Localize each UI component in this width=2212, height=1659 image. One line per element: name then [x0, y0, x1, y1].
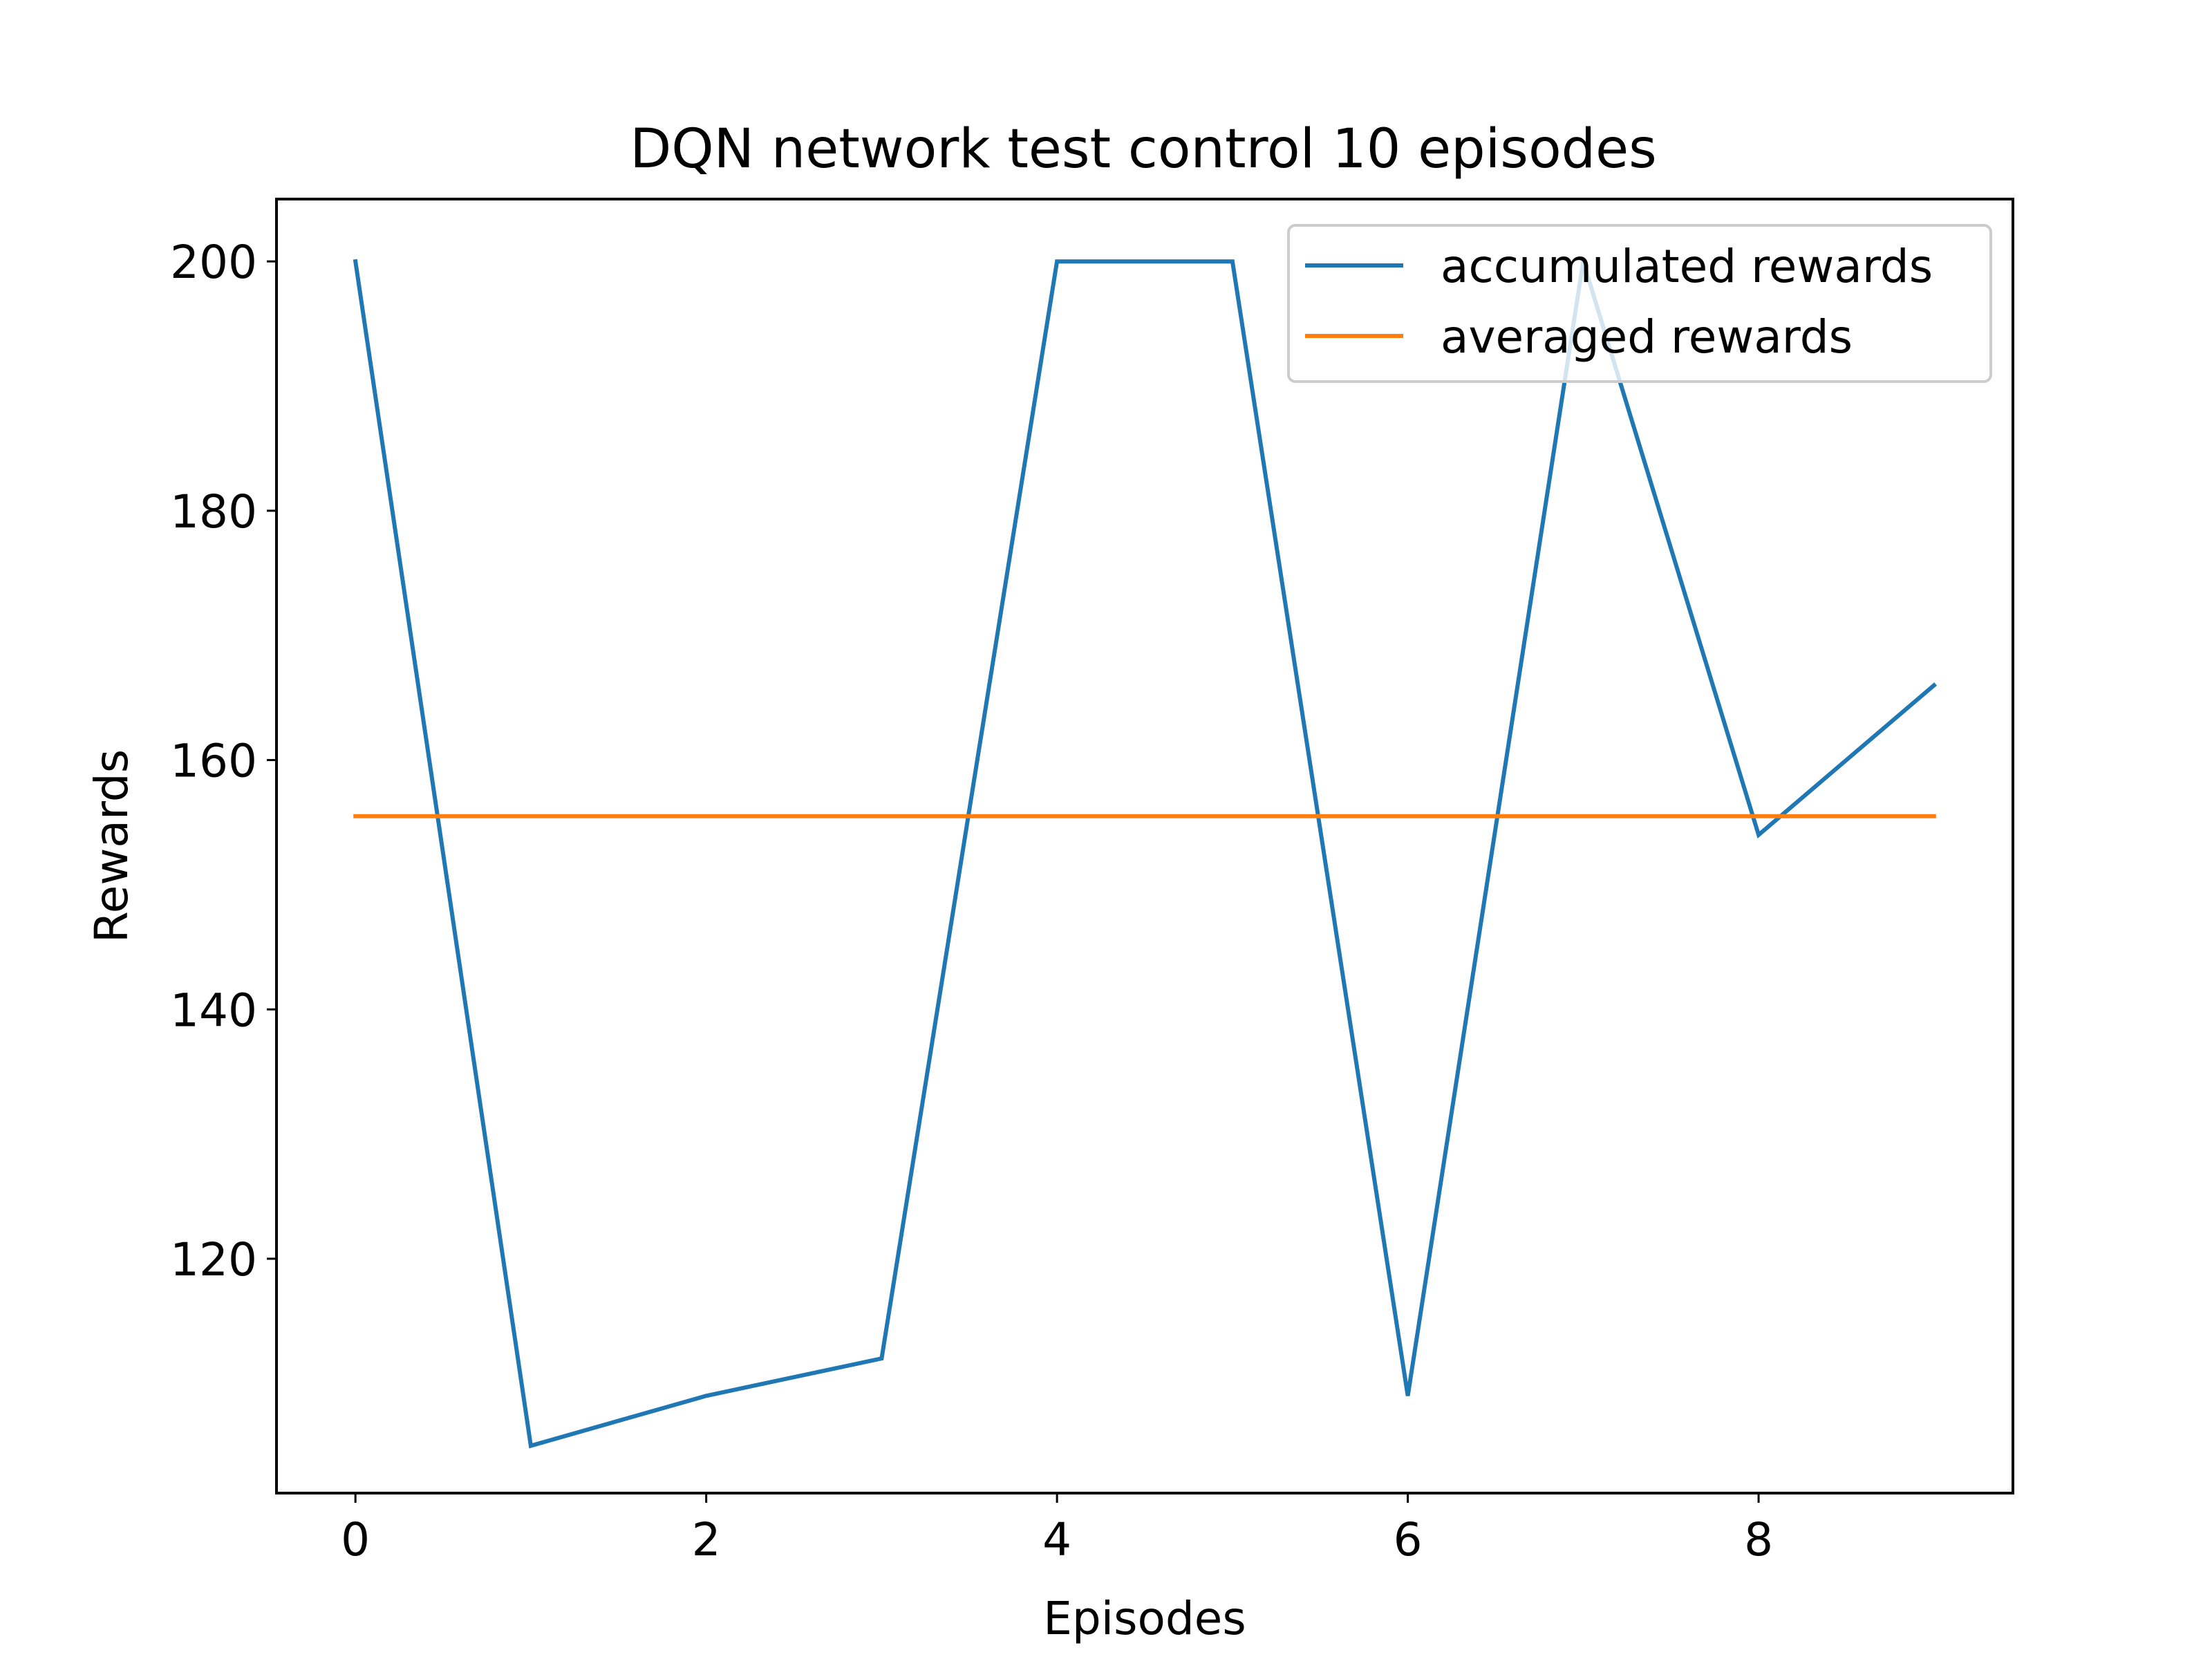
- y-tick-label: 180: [170, 485, 257, 538]
- legend-label-1: averaged rewards: [1441, 310, 1853, 364]
- legend-label-0: accumulated rewards: [1441, 240, 1933, 293]
- chart-title: DQN network test control 10 episodes: [630, 118, 1657, 180]
- x-tick-label: 4: [1042, 1513, 1071, 1566]
- y-tick-label: 200: [170, 236, 257, 289]
- y-axis-label: Rewards: [85, 749, 138, 943]
- x-tick-label: 0: [341, 1513, 370, 1566]
- legend-box: [1287, 224, 1992, 383]
- legend: accumulated rewards averaged rewards: [1287, 224, 1992, 383]
- series-line-0: [353, 259, 1938, 1449]
- x-axis-label: Episodes: [1043, 1592, 1246, 1645]
- x-tick-label: 2: [692, 1513, 721, 1566]
- y-axis: 120 140 160 180 200: [170, 236, 276, 1286]
- x-axis: 0 2 4 6 8: [341, 1493, 1773, 1566]
- y-tick-label: 160: [170, 735, 257, 788]
- y-tick-label: 120: [170, 1233, 257, 1286]
- x-tick-label: 6: [1394, 1513, 1423, 1566]
- axes-frame: [275, 198, 2014, 1494]
- plot-area: [353, 259, 1938, 1449]
- y-tick-label: 140: [170, 984, 257, 1037]
- x-tick-label: 8: [1744, 1513, 1773, 1566]
